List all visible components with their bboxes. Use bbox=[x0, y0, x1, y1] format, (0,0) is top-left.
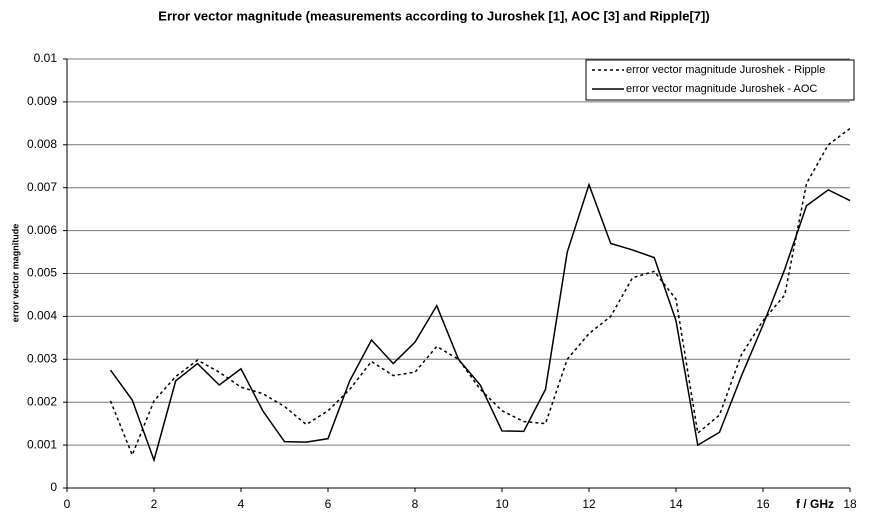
x-tick-label: 2 bbox=[151, 497, 158, 511]
y-tick-label: 0.009 bbox=[27, 94, 57, 108]
x-tick-label: 10 bbox=[495, 497, 509, 511]
x-tick-label: 0 bbox=[64, 497, 71, 511]
y-tick-label: 0.01 bbox=[34, 51, 58, 65]
legend-box bbox=[585, 59, 855, 101]
y-tick-label: 0.007 bbox=[27, 180, 57, 194]
y-tick-label: 0.002 bbox=[27, 394, 57, 408]
x-axis-label: f / GHz bbox=[796, 497, 834, 511]
x-tick-label: 12 bbox=[582, 497, 596, 511]
y-tick-label: 0.005 bbox=[27, 266, 57, 280]
legend-label: error vector magnitude Juroshek - AOC bbox=[626, 83, 817, 95]
x-tick-label: 8 bbox=[412, 497, 419, 511]
x-tick-label: 18 bbox=[843, 497, 857, 511]
y-tick-label: 0.006 bbox=[27, 223, 57, 237]
line-series bbox=[109, 127, 851, 457]
legend-label: error vector magnitude Juroshek - Ripple bbox=[626, 64, 825, 76]
y-tick-label: 0 bbox=[50, 480, 57, 494]
chart-title: Error vector magnitude (measurements acc… bbox=[158, 8, 709, 23]
x-tick-label: 4 bbox=[238, 497, 245, 511]
y-tick-label: 0.008 bbox=[27, 137, 57, 151]
x-tick-label: 14 bbox=[669, 497, 683, 511]
y-axis-label: error vector magnitude bbox=[10, 224, 20, 323]
x-tick-label: 6 bbox=[325, 497, 332, 511]
x-tick-label: 16 bbox=[756, 497, 770, 511]
line-series bbox=[109, 182, 851, 463]
y-tick-label: 0.001 bbox=[27, 437, 57, 451]
y-tick-label: 0.004 bbox=[27, 309, 57, 323]
y-tick-label: 0.003 bbox=[27, 351, 57, 365]
